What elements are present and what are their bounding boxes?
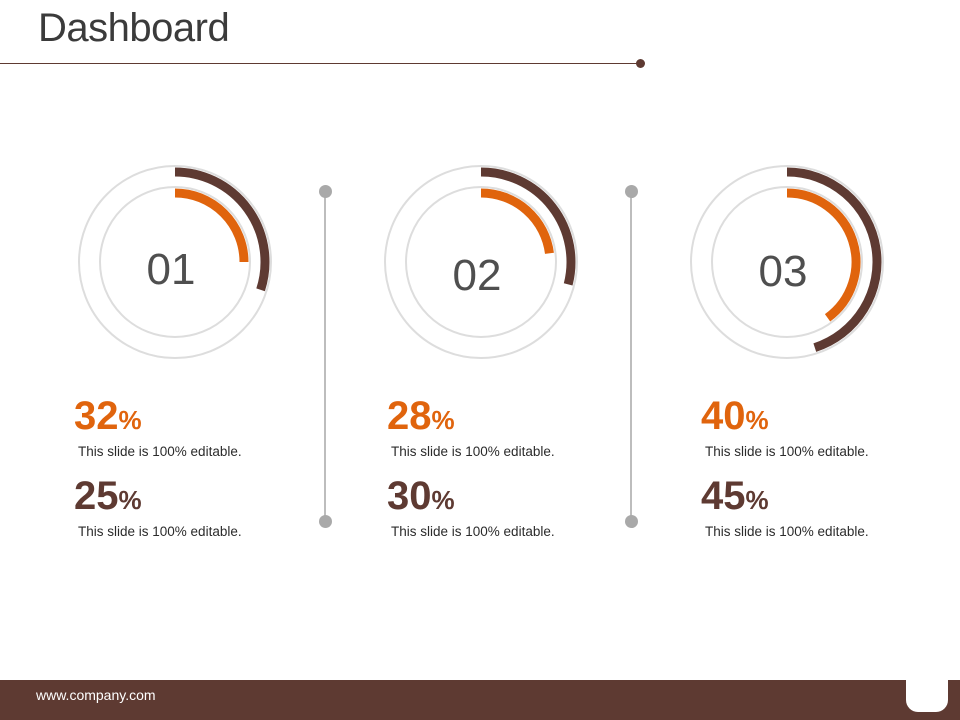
stat-value-5: 40%	[701, 396, 941, 440]
stat-caption-3: This slide is 100% editable.	[391, 444, 555, 459]
stat-caption-6: This slide is 100% editable.	[705, 524, 869, 539]
footer-bar: www.company.com	[0, 680, 960, 720]
gauge-3-inner-track	[711, 186, 863, 338]
stat-value-6: 45%	[701, 476, 941, 520]
stat-number: 28	[387, 394, 432, 438]
gauge-3-label: 03	[759, 247, 808, 296]
gauge-3-outer-track	[690, 165, 884, 359]
title-divider-dot	[636, 59, 645, 68]
stat-block-6: 45% This slide is 100% editable.	[701, 476, 941, 539]
gauge-1-inner-track	[99, 186, 251, 338]
column-divider-1-bottom-dot	[319, 515, 332, 528]
stat-block-5: 40% This slide is 100% editable.	[701, 396, 941, 459]
stat-block-4: 30% This slide is 100% editable.	[387, 476, 627, 539]
stat-number: 25	[74, 474, 119, 518]
gauge-1-label: 01	[147, 245, 196, 294]
gauge-2-label: 02	[453, 251, 502, 300]
stat-unit: %	[118, 405, 142, 435]
gauge-1-outer-arc	[174, 167, 270, 292]
stat-value-1: 32%	[74, 396, 314, 440]
footer-url[interactable]: www.company.com	[36, 687, 156, 703]
stat-number: 45	[701, 474, 746, 518]
gauge-1-inner-arc	[174, 188, 249, 263]
column-divider-2	[630, 192, 632, 520]
stat-block-1: 32% This slide is 100% editable.	[74, 396, 314, 459]
stat-block-3: 28% This slide is 100% editable.	[387, 396, 627, 459]
stat-unit: %	[431, 485, 455, 515]
stat-unit: %	[431, 405, 455, 435]
stat-value-3: 28%	[387, 396, 627, 440]
column-divider-2-bottom-dot	[625, 515, 638, 528]
gauge-2-inner-arc	[480, 188, 554, 255]
stat-caption-5: This slide is 100% editable.	[705, 444, 869, 459]
footer-tab	[906, 680, 948, 712]
stat-unit: %	[118, 485, 142, 515]
stat-value-4: 30%	[387, 476, 627, 520]
column-divider-1	[324, 192, 326, 520]
page-title: Dashboard	[38, 6, 230, 50]
gauge-2-outer-arc	[480, 167, 576, 286]
gauge-3-inner-arc	[786, 188, 861, 322]
title-divider-line	[0, 63, 640, 64]
stat-number: 30	[387, 474, 432, 518]
stat-caption-1: This slide is 100% editable.	[78, 444, 242, 459]
stat-unit: %	[745, 485, 769, 515]
stat-number: 40	[701, 394, 746, 438]
stat-number: 32	[74, 394, 119, 438]
stat-caption-2: This slide is 100% editable.	[78, 524, 242, 539]
donut-gauges: 01 02 03	[78, 165, 884, 359]
stat-caption-4: This slide is 100% editable.	[391, 524, 555, 539]
stat-block-2: 25% This slide is 100% editable.	[74, 476, 314, 539]
stat-value-2: 25%	[74, 476, 314, 520]
stat-unit: %	[745, 405, 769, 435]
gauge-1-outer-track	[78, 165, 272, 359]
gauge-2-inner-track	[405, 186, 557, 338]
column-divider-1-top-dot	[319, 185, 332, 198]
column-divider-2-top-dot	[625, 185, 638, 198]
gauge-2-outer-track	[384, 165, 578, 359]
gauge-3-outer-arc	[786, 167, 882, 352]
